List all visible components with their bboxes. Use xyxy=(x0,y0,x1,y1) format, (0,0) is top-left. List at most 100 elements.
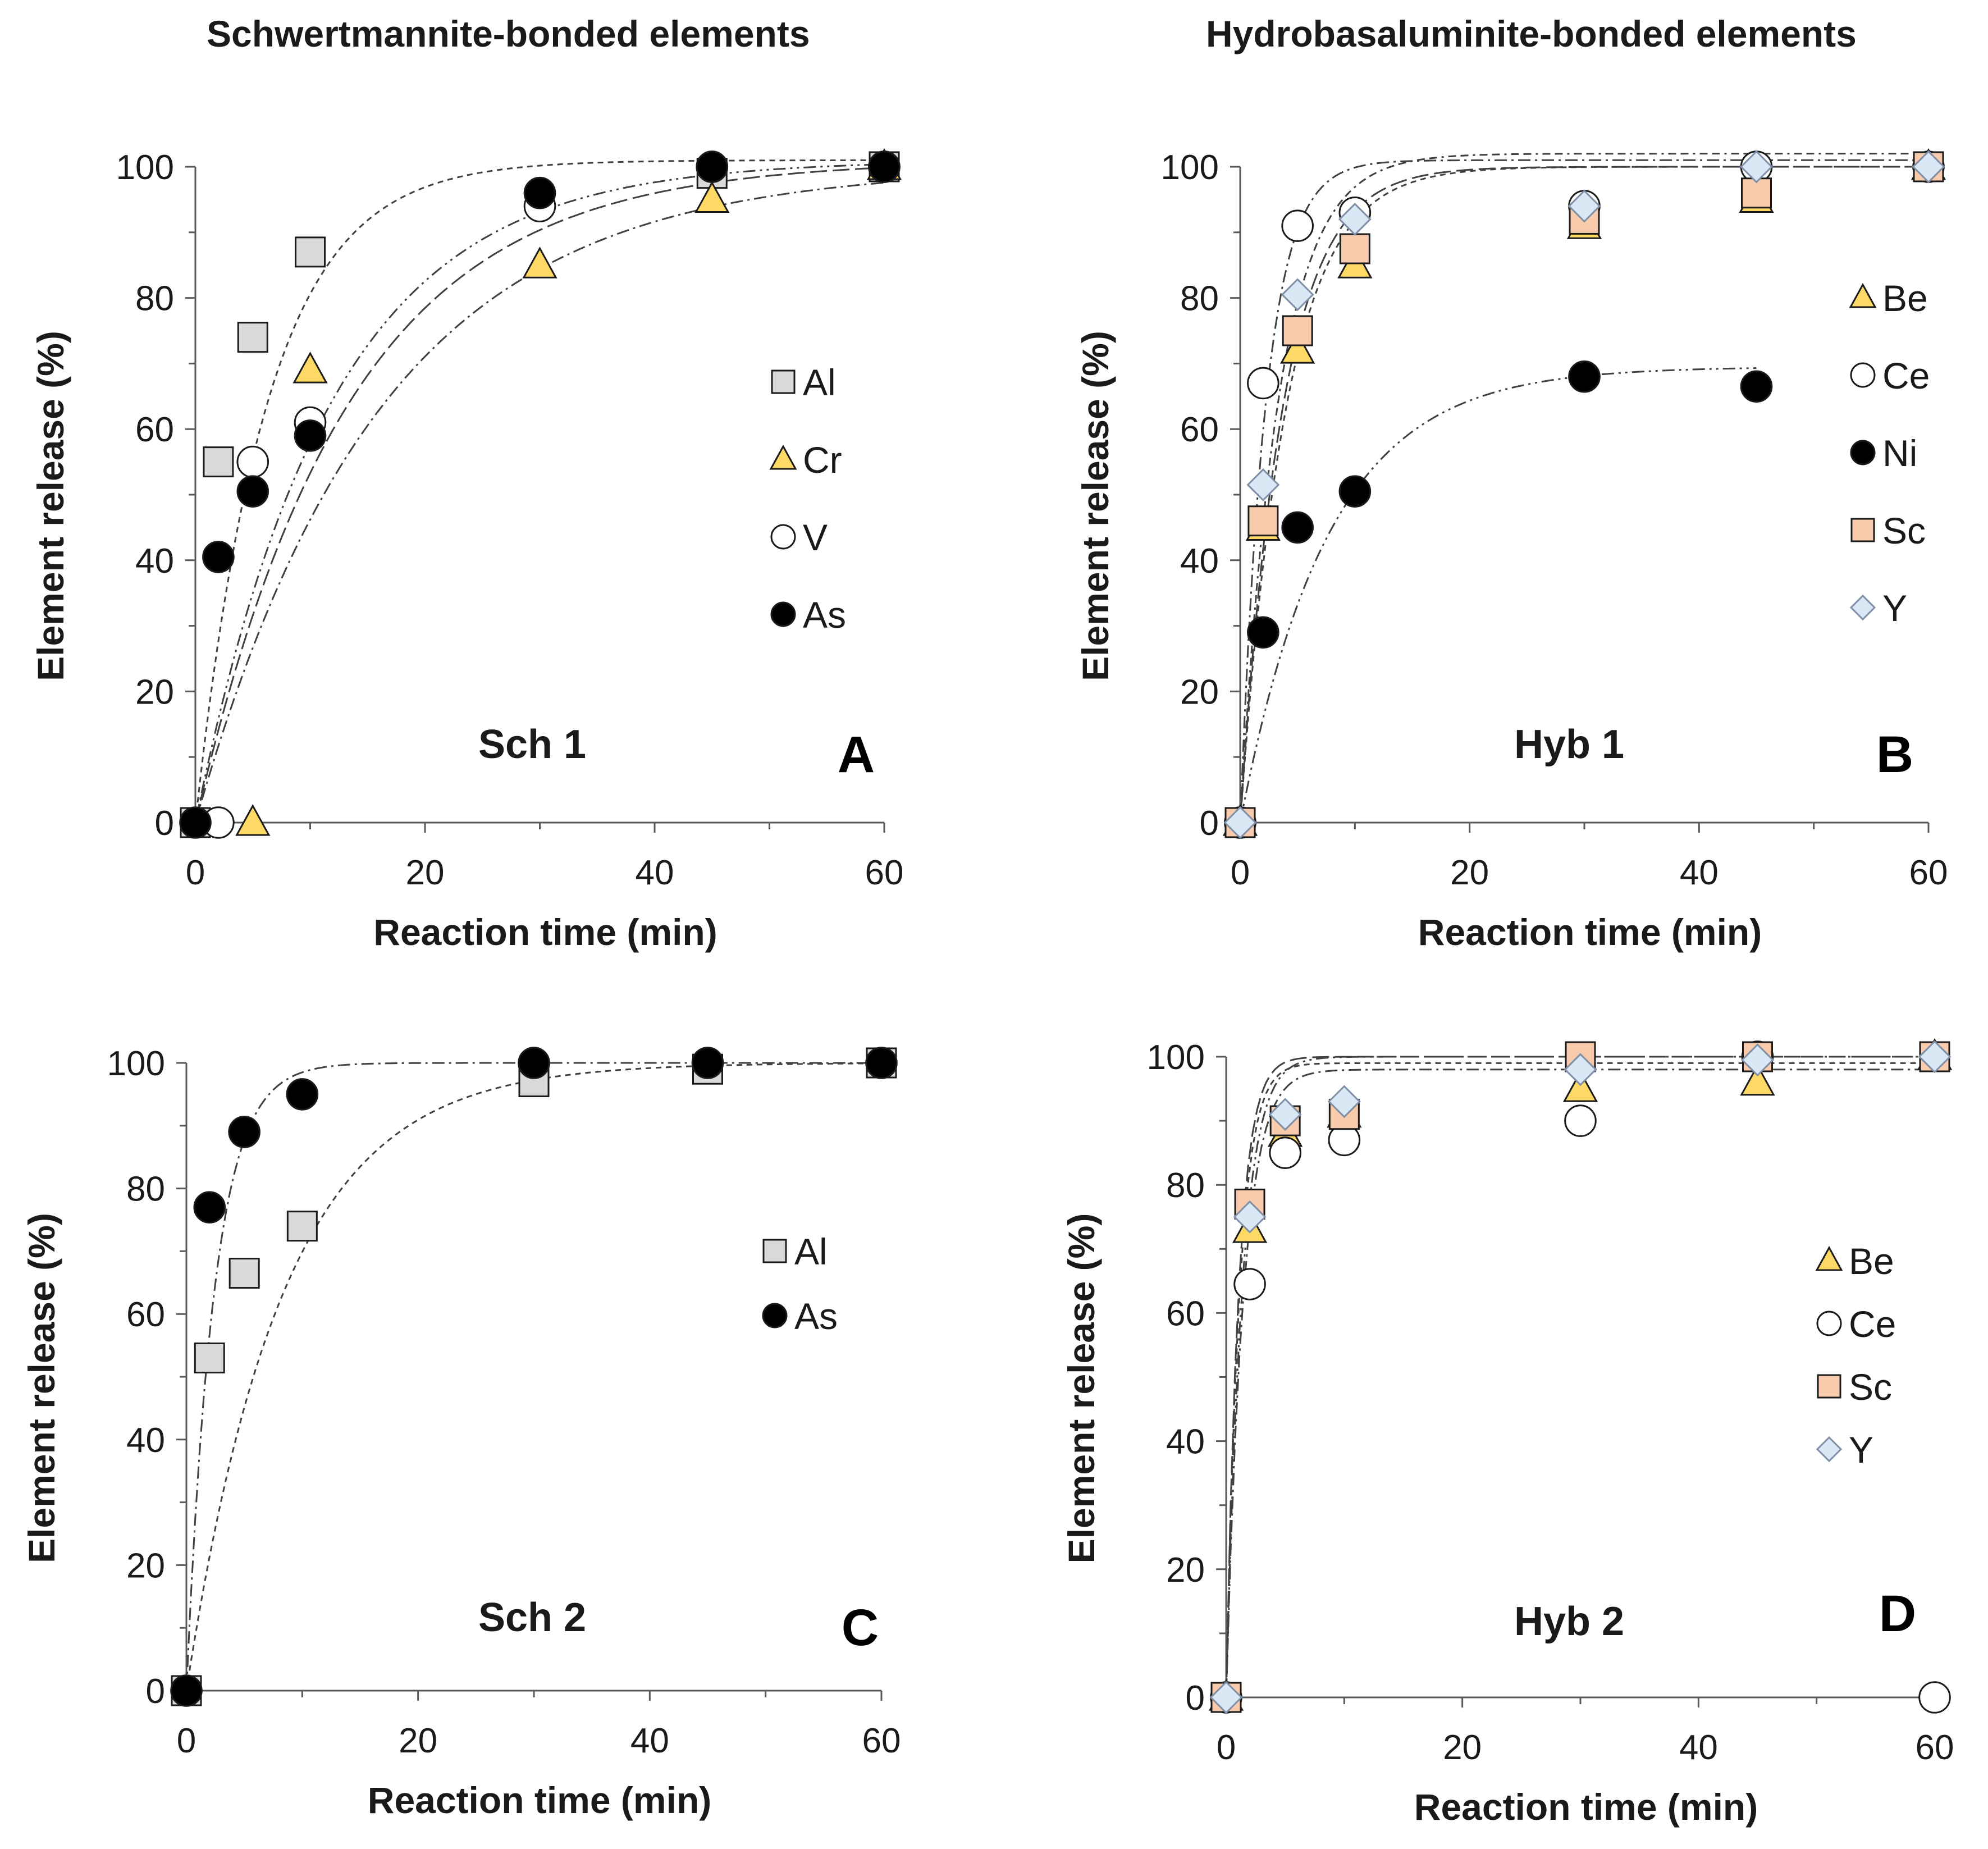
data-point-sc xyxy=(1247,505,1279,537)
x-tick-label: 40 xyxy=(1680,853,1719,892)
y-axis-label: Element release (%) xyxy=(1075,331,1116,681)
y-tick-label: 0 xyxy=(1200,804,1219,843)
panel-letter: B xyxy=(1876,726,1913,783)
legend-marker-y xyxy=(1849,594,1876,621)
legend-marker-y xyxy=(1816,1436,1843,1463)
legend-label-al: Al xyxy=(803,362,836,403)
legend: Al Cr V As xyxy=(769,362,846,636)
data-point-y xyxy=(1246,468,1280,501)
x-tick-label: 40 xyxy=(1679,1728,1718,1767)
data-point-y xyxy=(1327,1085,1361,1118)
legend-marker-sc xyxy=(1817,1374,1841,1399)
legend-marker-sc xyxy=(1850,518,1875,542)
fit-curve-al xyxy=(185,1062,882,1691)
legend-marker-al xyxy=(762,1239,787,1263)
y-tick-label: 20 xyxy=(1180,673,1219,711)
data-point-y xyxy=(1741,1043,1774,1077)
legend-label-al: Al xyxy=(794,1231,828,1272)
data-point-al xyxy=(203,446,234,478)
data-point-as xyxy=(193,1191,226,1223)
legend-label-ce: Ce xyxy=(1849,1303,1896,1345)
data-point-ni xyxy=(1740,370,1773,403)
data-point-al xyxy=(286,1211,318,1242)
data-point-as xyxy=(523,176,556,209)
y-tick-label: 100 xyxy=(107,1044,165,1083)
legend-marker-as xyxy=(770,601,796,627)
legend-label-y: Y xyxy=(1849,1429,1873,1471)
chart-panel-b: 0 20 40 60 80 100 0 20 40 60 Reaction time (min) El… xyxy=(1075,148,1948,953)
data-point-be xyxy=(1562,1070,1598,1102)
y-tick-label: 100 xyxy=(1161,148,1219,187)
data-point-ce xyxy=(1247,367,1279,400)
y-tick-label: 60 xyxy=(126,1295,165,1334)
data-point-as xyxy=(518,1047,550,1079)
x-tick-label: 20 xyxy=(399,1722,437,1760)
data-point-ce xyxy=(1918,1681,1951,1714)
y-tick-label: 80 xyxy=(135,280,174,318)
x-tick-label: 60 xyxy=(862,1722,901,1760)
data-point-ni xyxy=(1247,616,1279,649)
data-point-y xyxy=(1233,1200,1267,1234)
legend-marker-be xyxy=(1815,1245,1843,1271)
legend-marker-ni xyxy=(1850,440,1876,465)
fit-curve-al xyxy=(194,159,884,823)
legend-label-ce: Ce xyxy=(1882,355,1930,396)
data-point-y xyxy=(1268,1098,1302,1131)
y-tick-label: 40 xyxy=(1180,542,1219,581)
legend-marker-cr xyxy=(769,444,797,470)
y-tick-label: 80 xyxy=(1180,280,1219,318)
x-tick-label: 60 xyxy=(865,853,904,892)
y-axis-label: Element release (%) xyxy=(1061,1213,1102,1564)
x-axis-label: Reaction time (min) xyxy=(1418,911,1762,953)
legend-marker-as xyxy=(762,1303,788,1328)
x-tick-label: 40 xyxy=(630,1722,669,1760)
y-tick-label: 80 xyxy=(126,1170,165,1209)
data-point-as xyxy=(170,1674,203,1707)
x-tick-label: 0 xyxy=(177,1722,196,1760)
data-point-v xyxy=(236,445,269,478)
panel-title: Sch 1 xyxy=(478,722,586,767)
x-axis-label: Reaction time (min) xyxy=(368,1779,711,1821)
data-point-as xyxy=(286,1078,319,1111)
data-point-be xyxy=(1280,332,1315,364)
y-tick-label: 60 xyxy=(1180,410,1219,449)
legend-marker-ce xyxy=(1850,362,1876,388)
legend: Al As xyxy=(762,1231,838,1337)
data-point-cr xyxy=(235,803,271,836)
legend-label-y: Y xyxy=(1882,587,1907,629)
panel-letter: A xyxy=(838,726,875,783)
data-point-ce xyxy=(1233,1268,1266,1300)
panel-title: Hyb 1 xyxy=(1514,722,1624,767)
panel-letter: D xyxy=(1879,1585,1916,1642)
y-tick-label: 20 xyxy=(1166,1551,1205,1590)
data-point-as xyxy=(294,419,327,452)
data-point-sc xyxy=(1339,233,1370,264)
data-point-as xyxy=(236,475,269,508)
legend-label-as: As xyxy=(803,594,846,636)
legend: Be Ce Ni Sc Y xyxy=(1849,277,1930,629)
data-point-y xyxy=(1567,189,1601,223)
data-point-ce xyxy=(1269,1136,1301,1169)
legend-label-sc: Sc xyxy=(1882,510,1926,551)
data-point-sc xyxy=(1282,315,1313,346)
y-axis-label: Element release (%) xyxy=(30,331,71,681)
data-point-al xyxy=(295,236,326,268)
y-tick-label: 60 xyxy=(135,410,174,449)
fit-curve-y xyxy=(1239,153,1928,823)
data-point-as xyxy=(202,541,235,573)
data-point-y xyxy=(1564,1053,1597,1086)
y-tick-label: 80 xyxy=(1166,1166,1205,1205)
fit-curve-ni xyxy=(1239,367,1757,823)
data-point-as xyxy=(228,1116,261,1148)
x-tick-label: 60 xyxy=(1909,853,1948,892)
data-point-al xyxy=(228,1258,260,1289)
y-tick-label: 40 xyxy=(126,1421,165,1460)
y-tick-label: 0 xyxy=(155,804,174,843)
x-tick-label: 0 xyxy=(1231,853,1250,892)
x-tick-label: 20 xyxy=(1450,853,1489,892)
header-schwertmannite: Schwertmannite-bonded elements xyxy=(207,13,810,54)
data-point-cr xyxy=(522,246,557,279)
data-point-y xyxy=(1209,1681,1243,1714)
data-point-y xyxy=(1223,806,1257,839)
